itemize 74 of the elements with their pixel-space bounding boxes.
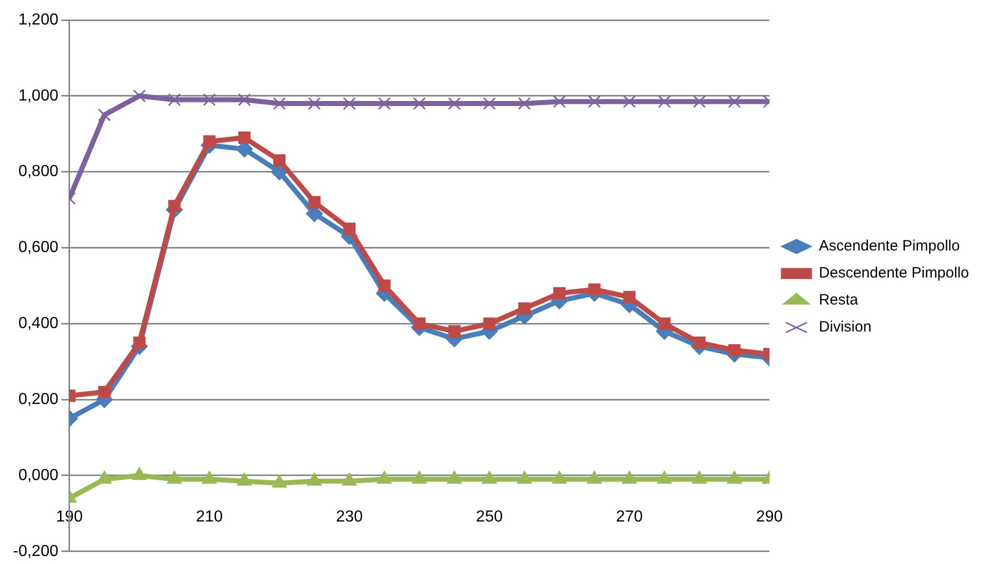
x-tick-label: 210 bbox=[196, 508, 223, 526]
x-tick-label: 290 bbox=[756, 508, 783, 526]
point bbox=[482, 470, 497, 484]
point bbox=[588, 95, 601, 108]
point bbox=[238, 132, 251, 144]
point bbox=[343, 222, 356, 235]
point bbox=[413, 318, 426, 330]
point bbox=[728, 95, 741, 108]
point bbox=[552, 470, 567, 484]
legend-label: Ascendente Pimpollo bbox=[818, 238, 960, 255]
point bbox=[272, 474, 287, 488]
point bbox=[308, 196, 321, 208]
point bbox=[658, 95, 671, 108]
point bbox=[378, 97, 391, 110]
y-tick-label: 0,800 bbox=[18, 163, 58, 180]
point bbox=[586, 470, 602, 484]
legend-label: Descendente Pimpollo bbox=[818, 264, 970, 282]
point bbox=[98, 386, 111, 398]
point bbox=[412, 470, 427, 484]
point bbox=[483, 318, 496, 330]
point bbox=[306, 472, 322, 486]
point bbox=[308, 97, 321, 110]
point bbox=[553, 287, 566, 300]
legend-label: Division bbox=[818, 318, 872, 336]
y-tick-label: 0,600 bbox=[18, 239, 58, 256]
point bbox=[132, 466, 147, 480]
point bbox=[132, 90, 146, 102]
y-tick-label: 0,200 bbox=[18, 390, 58, 408]
point bbox=[378, 280, 391, 292]
point bbox=[446, 470, 462, 484]
point bbox=[166, 470, 182, 484]
point bbox=[238, 93, 251, 106]
legend-label: Resta bbox=[818, 292, 859, 309]
x-tick-label: 250 bbox=[476, 508, 503, 526]
point bbox=[342, 97, 356, 110]
point bbox=[342, 472, 357, 486]
point bbox=[728, 344, 741, 356]
point bbox=[203, 135, 216, 148]
point bbox=[726, 470, 742, 484]
point bbox=[98, 108, 111, 122]
point bbox=[236, 472, 252, 486]
x-tick-label: 230 bbox=[336, 508, 363, 526]
point bbox=[133, 336, 146, 349]
point bbox=[412, 97, 426, 110]
point bbox=[622, 470, 637, 484]
point bbox=[518, 97, 531, 110]
point bbox=[168, 200, 181, 212]
point bbox=[516, 470, 532, 484]
point bbox=[693, 336, 706, 349]
point bbox=[588, 283, 601, 296]
y-tick-label: 1,000 bbox=[18, 87, 58, 104]
y-tick-label: 0,400 bbox=[18, 315, 58, 332]
point bbox=[693, 95, 706, 108]
point bbox=[202, 470, 217, 484]
point bbox=[692, 470, 707, 484]
point bbox=[376, 470, 392, 484]
x-tick-label: 270 bbox=[616, 508, 643, 526]
y-tick-label: 1,200 bbox=[18, 11, 58, 28]
point bbox=[273, 154, 286, 167]
y-tick-label: -0,200 bbox=[12, 542, 58, 560]
point bbox=[623, 290, 636, 304]
x-tick-label: 190 bbox=[56, 508, 83, 526]
point bbox=[656, 470, 672, 484]
point bbox=[168, 93, 181, 106]
point bbox=[482, 97, 496, 110]
point bbox=[448, 325, 461, 338]
point bbox=[272, 97, 286, 110]
point bbox=[202, 93, 216, 106]
point bbox=[448, 97, 461, 110]
point bbox=[658, 318, 671, 330]
y-tick-label: 0,000 bbox=[18, 466, 58, 484]
point bbox=[552, 95, 566, 108]
point bbox=[622, 95, 636, 108]
point bbox=[518, 302, 531, 315]
